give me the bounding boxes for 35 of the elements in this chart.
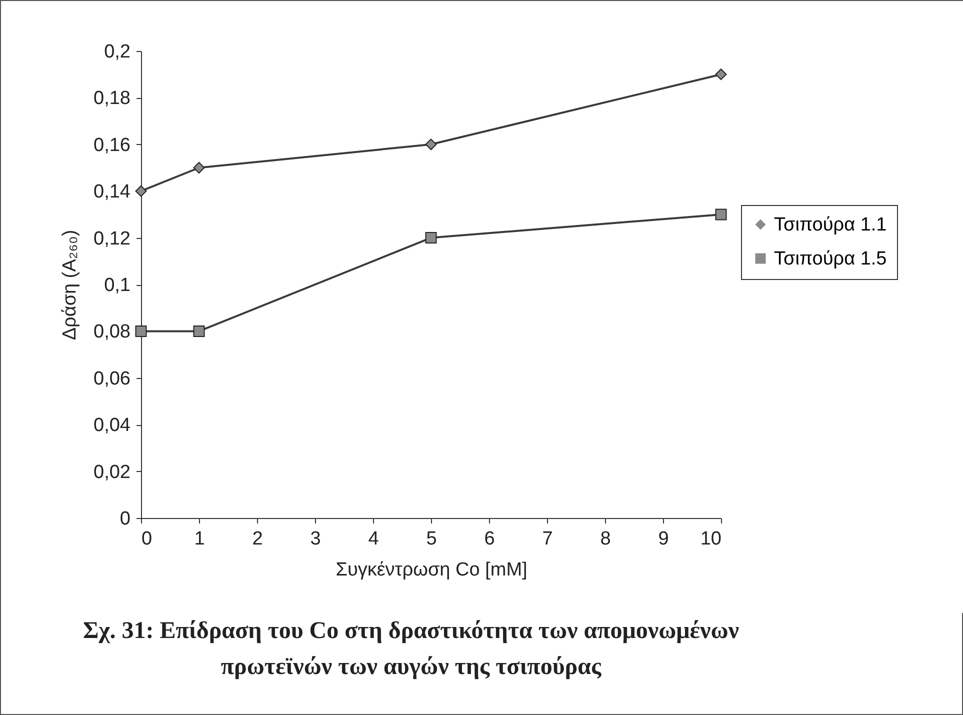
x-tick-label: 7 <box>542 528 553 550</box>
x-tick-label: 3 <box>310 528 321 550</box>
x-axis-title: Συγκέντρωση Co [mM] <box>336 560 528 580</box>
y-tick-label: 0,12 <box>94 228 130 250</box>
x-tick-label: 2 <box>252 528 263 550</box>
point <box>193 162 205 174</box>
y-tick-label: 0,1 <box>104 275 130 296</box>
y-tick-label: 0,08 <box>94 322 130 343</box>
x-tick-label: 0 <box>142 528 152 550</box>
x-tick-label: 10 <box>700 528 722 550</box>
legend-label: Τσιπούρα 1.5 <box>774 248 887 270</box>
y-axis-title: Δράση (A₂₆₀) <box>60 230 81 340</box>
y-tick-label: 0,18 <box>94 88 130 110</box>
legend-label: Τσιπούρα 1.1 <box>774 214 887 236</box>
y-tick-label: 0,04 <box>94 415 131 436</box>
point <box>425 138 437 150</box>
y-tick-label: 0,16 <box>94 134 130 156</box>
x-tick-label: 9 <box>658 528 669 550</box>
y-tick-label: 0,2 <box>104 42 130 62</box>
text: Σχ. 31: Επίδραση του Co στη δραστικότητα των απομονωμένων πρωτεϊνών των αυγών της τσιπούρας <box>82 617 740 682</box>
y-tick-label: 0,06 <box>94 368 130 390</box>
y-tick-label: 0 <box>120 508 130 530</box>
y-tick-label: 0,14 <box>94 182 131 203</box>
y-tick-label: 0,02 <box>94 462 130 483</box>
point <box>135 185 147 197</box>
x-tick-label: 5 <box>426 528 437 550</box>
x-tick-label: 8 <box>600 528 611 550</box>
point <box>425 232 437 244</box>
x-tick-label: 6 <box>484 528 495 550</box>
point <box>135 325 147 337</box>
point <box>715 208 727 220</box>
x-tick-label: 4 <box>368 528 380 550</box>
x-tick-label: 1 <box>194 528 205 550</box>
point <box>193 325 205 337</box>
point <box>715 68 727 80</box>
